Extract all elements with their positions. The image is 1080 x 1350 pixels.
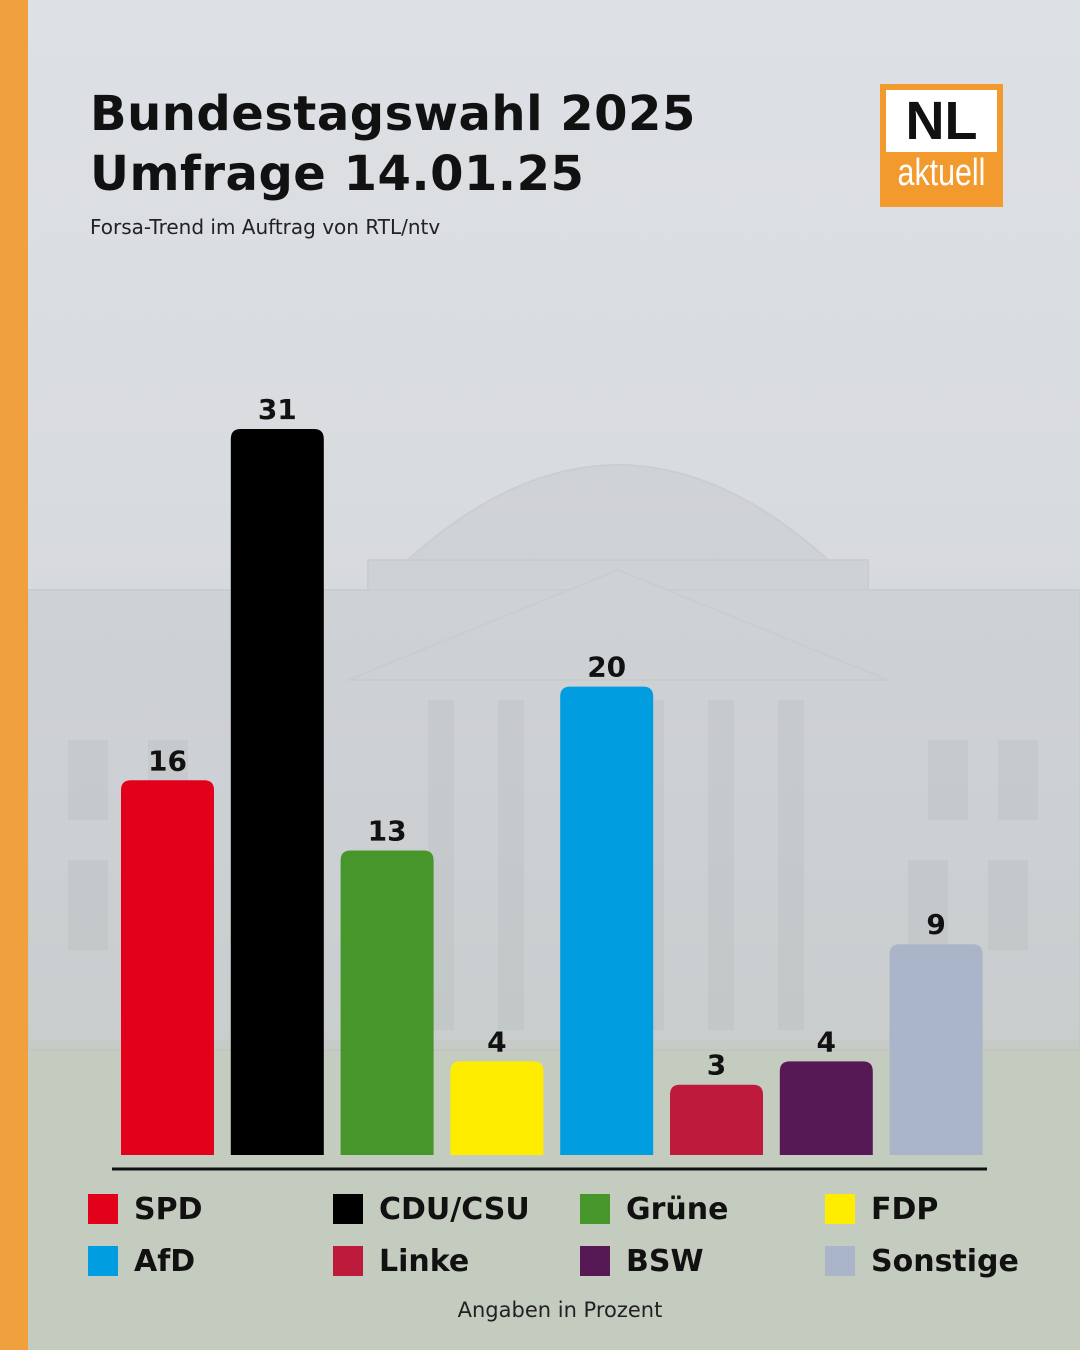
bar-chart: 16 31 13 4 20 3 4 9 xyxy=(112,393,987,1171)
legend-label-bsw: BSW xyxy=(626,1243,704,1279)
chart-title: Bundestagswahl 2025 Umfrage 14.01.25 xyxy=(90,84,696,204)
legend-label-linke: Linke xyxy=(379,1243,470,1279)
bar-fdp xyxy=(450,1061,544,1155)
unit-footnote: Angaben in Prozent xyxy=(457,1298,663,1322)
legend-item-grüne: Grüne xyxy=(580,1190,825,1228)
value-label-cdu-csu: 31 xyxy=(258,393,297,426)
logo-box: NL xyxy=(886,90,997,152)
bar-bsw xyxy=(779,1061,873,1155)
legend-swatch-spd xyxy=(88,1194,118,1224)
accent-side-bar xyxy=(0,0,28,1350)
title-line-2: Umfrage 14.01.25 xyxy=(90,146,585,202)
bar-afd xyxy=(560,686,654,1155)
value-label-spd: 16 xyxy=(148,744,187,777)
bar-linke xyxy=(670,1084,763,1155)
legend-item-bsw: BSW xyxy=(580,1242,825,1280)
legend-swatch-sonstige xyxy=(825,1246,855,1276)
legend-label-fdp: FDP xyxy=(871,1191,939,1227)
legend-swatch-afd xyxy=(88,1246,118,1276)
bar-sonstige xyxy=(889,944,983,1155)
value-label-fdp: 4 xyxy=(487,1025,506,1058)
legend-label-grüne: Grüne xyxy=(626,1191,729,1227)
legend-swatch-grüne xyxy=(580,1194,610,1224)
chart-subtitle: Forsa-Trend im Auftrag von RTL/ntv xyxy=(90,215,441,239)
legend-label-sonstige: Sonstige xyxy=(871,1243,1019,1279)
legend-label-cdu-csu: CDU/CSU xyxy=(379,1191,530,1227)
legend-swatch-bsw xyxy=(580,1246,610,1276)
legend-label-afd: AfD xyxy=(134,1243,196,1279)
value-label-linke: 3 xyxy=(707,1049,726,1082)
value-label-sonstige: 9 xyxy=(926,908,945,941)
legend-item-cdu-csu: CDU/CSU xyxy=(333,1190,580,1228)
nl-aktuell-logo: NL aktuell xyxy=(880,84,1003,207)
logo-sub-text: aktuell xyxy=(897,152,986,194)
value-label-bsw: 4 xyxy=(817,1025,836,1058)
legend-item-afd: AfD xyxy=(88,1242,333,1280)
legend-swatch-fdp xyxy=(825,1194,855,1224)
legend-item-spd: SPD xyxy=(88,1190,333,1228)
legend-item-linke: Linke xyxy=(333,1242,580,1280)
value-label-afd: 20 xyxy=(587,651,626,684)
title-line-1: Bundestagswahl 2025 xyxy=(90,86,696,142)
legend-swatch-linke xyxy=(333,1246,363,1276)
value-label-grüne: 13 xyxy=(368,815,407,848)
legend-item-fdp: FDP xyxy=(825,1190,1045,1228)
bar-spd xyxy=(121,780,214,1155)
chart-legend: SPD CDU/CSU Grüne FDP AfD Linke BSW Sonstige xyxy=(88,1190,1048,1280)
logo-main-text: NL xyxy=(905,91,978,151)
legend-item-sonstige: Sonstige xyxy=(825,1242,1045,1280)
legend-label-spd: SPD xyxy=(134,1191,203,1227)
bar-grüne xyxy=(340,850,434,1155)
legend-swatch-cdu-csu xyxy=(333,1194,363,1224)
bar-cdu-csu xyxy=(230,429,324,1155)
